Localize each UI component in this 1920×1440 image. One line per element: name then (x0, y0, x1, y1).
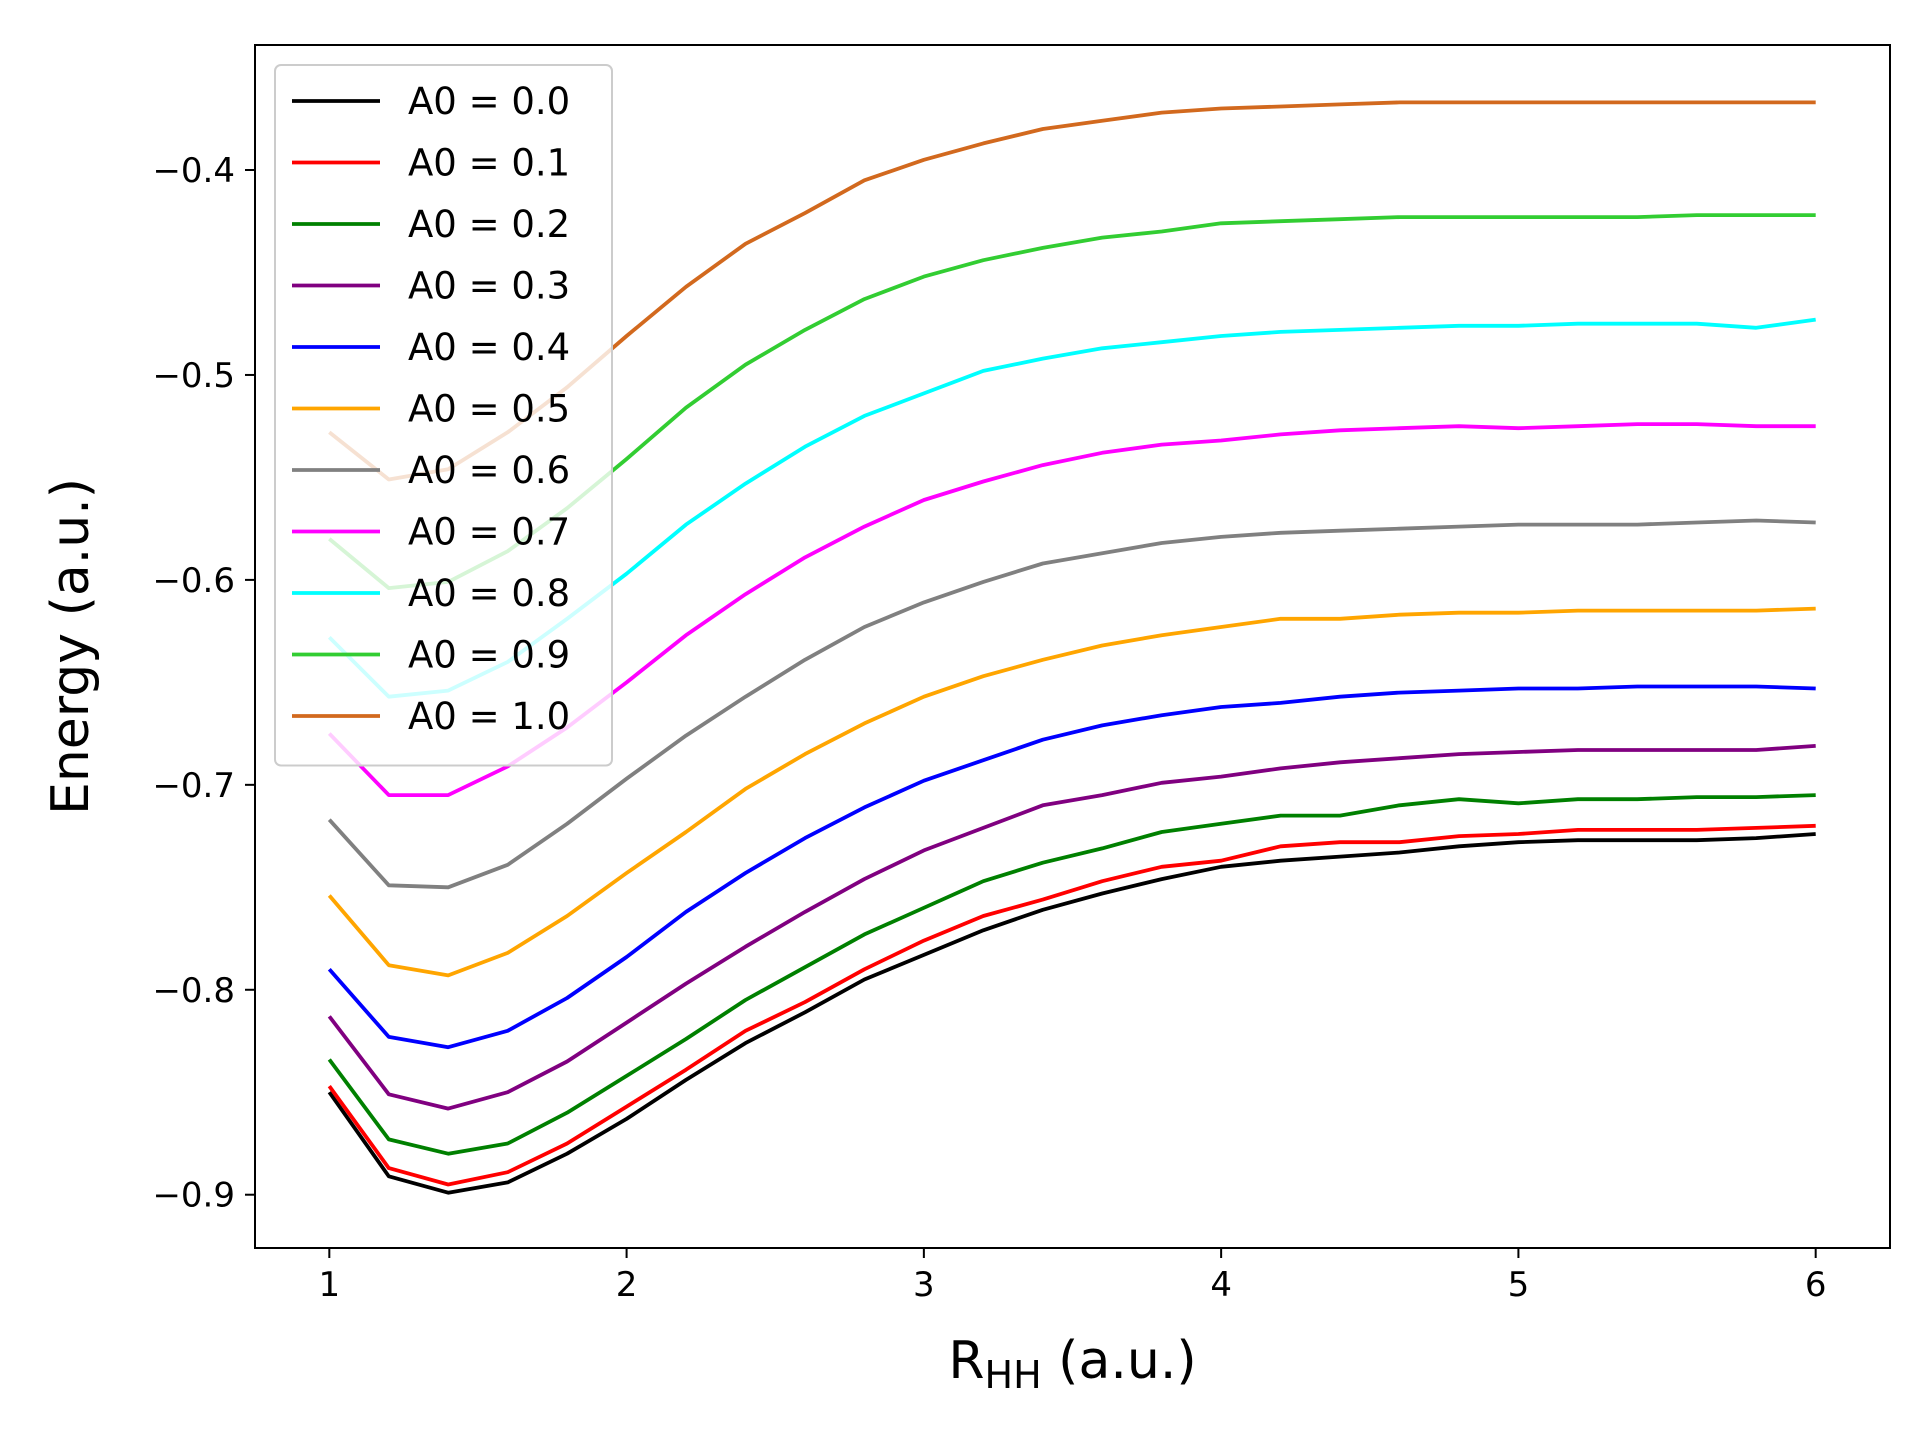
y-tick-label: −0.5 (152, 356, 235, 396)
x-tick-label: 5 (1508, 1265, 1530, 1305)
legend-label-5: A0 = 0.5 (408, 388, 570, 431)
y-tick-label: −0.4 (152, 151, 235, 191)
legend-label-10: A0 = 1.0 (408, 695, 570, 738)
legend-label-3: A0 = 0.3 (408, 265, 570, 308)
series-line-4 (327, 684, 1816, 1050)
y-axis-ticks: −0.4 −0.5 −0.6 −0.7 −0.8 −0.9 (152, 151, 255, 1216)
x-axis-ticks: 1 2 3 4 5 6 (318, 1248, 1827, 1305)
legend-label-4: A0 = 0.4 (408, 326, 570, 369)
x-tick-label: 6 (1805, 1265, 1827, 1305)
x-tick-label: 2 (616, 1265, 638, 1305)
series-line-2 (327, 793, 1816, 1156)
y-tick-label: −0.6 (152, 561, 235, 601)
y-tick-label: −0.7 (152, 766, 235, 806)
x-tick-label: 4 (1210, 1265, 1232, 1305)
axes-frame (254, 44, 1891, 1249)
x-axis-title-subscript: HH (985, 1353, 1042, 1397)
legend-label-0: A0 = 0.0 (408, 80, 570, 123)
legend-label-6: A0 = 0.6 (408, 449, 570, 492)
series-line-0 (327, 832, 1816, 1195)
legend-label-8: A0 = 0.8 (408, 572, 570, 615)
y-tick-label: −0.9 (152, 1176, 235, 1216)
legend-label-1: A0 = 0.1 (408, 142, 570, 185)
legend-label-7: A0 = 0.7 (408, 511, 570, 554)
series-line-5 (327, 606, 1816, 978)
x-tick-label: 3 (913, 1265, 935, 1305)
legend: A0 = 0.0 A0 = 0.1 A0 = 0.2 A0 = 0.3 A0 = 0.4… (274, 64, 613, 767)
series-line-3 (327, 744, 1816, 1111)
legend-label-2: A0 = 0.2 (408, 203, 570, 246)
legend-label-9: A0 = 0.9 (408, 634, 570, 677)
series-line-6 (327, 518, 1816, 890)
x-axis-title-main: R (948, 1331, 984, 1391)
series-line-1 (327, 823, 1816, 1187)
x-tick-label: 1 (318, 1265, 340, 1305)
y-axis-title: Energy (a.u.) (41, 478, 101, 815)
y-tick-label: −0.8 (152, 971, 235, 1011)
x-axis-title-unit: (a.u.) (1042, 1331, 1197, 1391)
legend-frame (274, 64, 613, 767)
x-axis-title: RHH (a.u.) (948, 1331, 1196, 1397)
